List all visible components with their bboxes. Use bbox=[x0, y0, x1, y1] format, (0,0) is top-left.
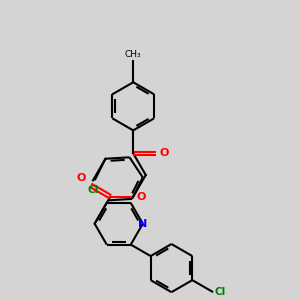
Text: Cl: Cl bbox=[214, 286, 226, 297]
Text: N: N bbox=[138, 219, 147, 229]
Text: O: O bbox=[77, 173, 86, 183]
Text: O: O bbox=[160, 148, 169, 158]
Text: Cl: Cl bbox=[87, 184, 99, 195]
Text: O: O bbox=[136, 192, 146, 202]
Text: CH₃: CH₃ bbox=[125, 50, 142, 59]
